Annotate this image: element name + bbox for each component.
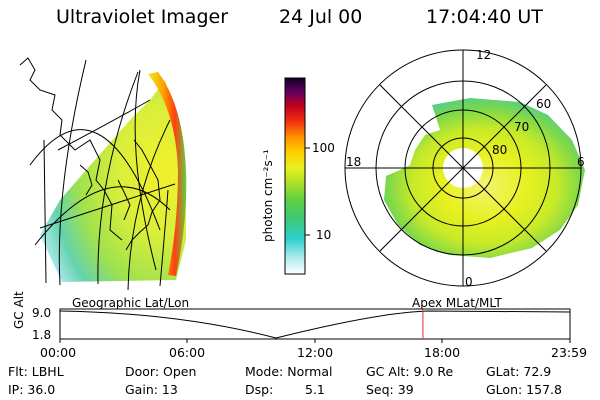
altitude-curve: [59, 310, 571, 339]
polar-emission-region: [384, 98, 585, 258]
dsp-label: Dsp:: [245, 382, 274, 397]
filter-info: Flt: LBHL: [8, 364, 64, 379]
ip-info: IP: 36.0: [8, 382, 56, 397]
date-label: 24 Jul 00: [279, 6, 363, 28]
time-tick-0600: 06:00: [169, 345, 206, 360]
geo-emission-region: [40, 80, 186, 282]
mlt-label-right: 6: [577, 155, 585, 169]
lat-label-60: 60: [536, 97, 552, 111]
mlt-label-bottom: 0: [465, 275, 473, 289]
glat-info: GLat: 72.9: [486, 364, 552, 379]
altitude-ylabel: GC Alt: [12, 291, 26, 329]
gain-info: Gain: 13: [125, 382, 178, 397]
time-label: 17:04:40 UT: [426, 6, 543, 28]
geo-limb-arc: [148, 72, 187, 276]
mode-info: Mode: Normal: [245, 364, 333, 379]
seq-info: Seq: 39: [366, 382, 414, 397]
colorbar-tick-10: 10: [316, 228, 332, 242]
gc-alt-info: GC Alt: 9.0 Re: [366, 364, 454, 379]
colorbar: [284, 77, 310, 275]
time-tick-1200: 12:00: [297, 345, 334, 360]
time-tick-2359: 23:59: [551, 345, 588, 360]
dsp-value: 5.1: [305, 382, 325, 397]
glon-info: GLon: 157.8: [486, 382, 562, 397]
lat-label-70: 70: [514, 120, 530, 134]
time-tick-1800: 18:00: [424, 345, 461, 360]
mlt-label-top: 12: [476, 48, 492, 62]
geo-projection-label: Geographic Lat/Lon: [72, 296, 190, 310]
mlt-label-left: 18: [346, 155, 362, 169]
door-info: Door: Open: [125, 364, 197, 379]
colorbar-tick-100: 100: [312, 141, 335, 155]
colorbar-unit-label: photon cm⁻²s⁻¹: [261, 149, 275, 242]
time-tick-0000: 00:00: [40, 345, 77, 360]
app-title: Ultraviolet Imager: [56, 6, 229, 28]
altitude-ytick-max: 9.0: [32, 306, 52, 320]
altitude-ytick-min: 1.8: [32, 328, 52, 342]
apex-projection-label: Apex MLat/MLT: [412, 296, 502, 310]
lat-label-80: 80: [492, 143, 508, 157]
